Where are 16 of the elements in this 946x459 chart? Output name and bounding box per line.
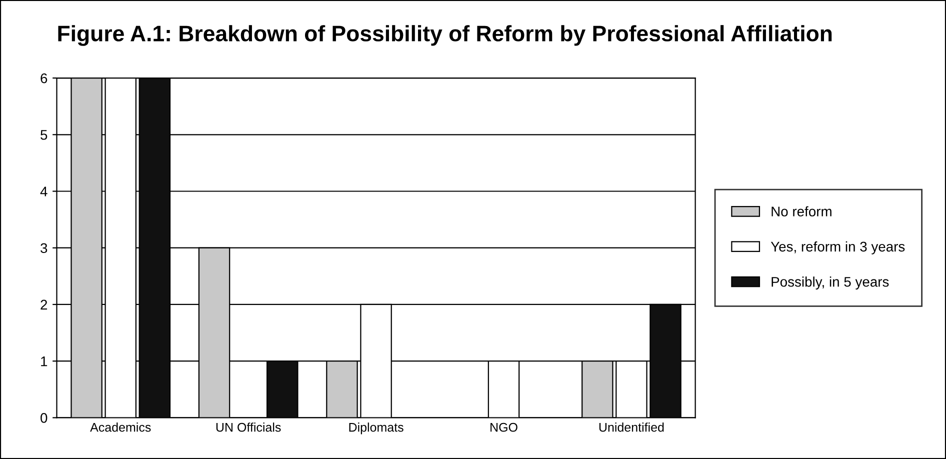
y-tick-label: 1	[41, 356, 48, 366]
x-tick-label: Unidentified	[599, 422, 664, 432]
y-tick-label: 4	[40, 186, 48, 196]
legend-label: No reform	[772, 206, 832, 216]
legend-label: Possibly, in 5 years	[772, 276, 889, 290]
y-tick-label: 2	[40, 300, 48, 310]
chart-title: Figure A.1: Breakdown of Possibility of Reform by Professional Affiliation	[58, 25, 832, 46]
y-tick-label: 0	[40, 413, 48, 423]
x-tick-label: Diplomats	[349, 422, 404, 434]
y-tick-label: 6	[40, 73, 48, 84]
x-tick-label: UN Officials	[216, 422, 281, 432]
x-tick-label: Academics	[90, 422, 151, 432]
legend-label: Yes, reform in 3 years	[770, 241, 905, 254]
y-tick-label: 5	[40, 130, 48, 140]
y-tick-label: 3	[40, 243, 48, 254]
x-tick-label: NGO	[490, 422, 518, 432]
